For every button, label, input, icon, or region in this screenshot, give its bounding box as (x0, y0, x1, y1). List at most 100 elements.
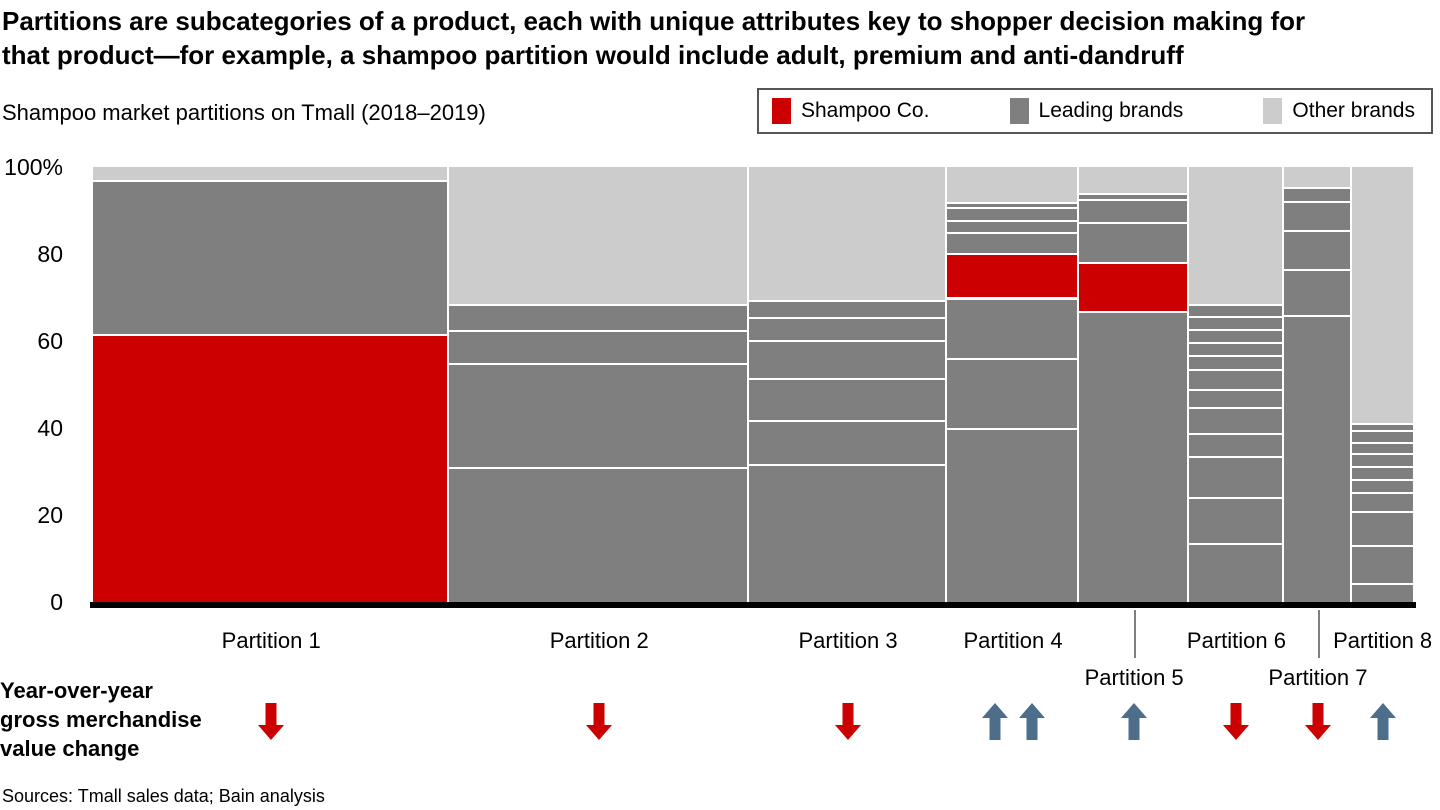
y-tick-100: 100% (4, 154, 63, 180)
segment-lead (93, 180, 448, 335)
segment-lead (1283, 230, 1351, 270)
segment-lead (1189, 455, 1282, 498)
yoy-arrow-up-partition-8 (1369, 703, 1396, 740)
segment-lead (947, 358, 1078, 428)
leader-line-partition-5 (1134, 610, 1136, 658)
segment-other (749, 167, 946, 300)
segment-lead (1352, 466, 1413, 480)
segment-other (449, 167, 748, 305)
legend-swatch-leading-brands (1009, 98, 1029, 124)
segment-lead (1352, 422, 1413, 431)
yoy-line-2: gross merchandise (0, 707, 202, 732)
yoy-arrow-up-partition-5 (1121, 703, 1148, 740)
segment-lead (749, 377, 946, 421)
yoy-arrow-up-partition-4 (1018, 703, 1045, 740)
yoy-arrow-down-partition-2 (586, 703, 613, 740)
segment-lead (947, 231, 1078, 254)
x-label-partition-7: Partition 7 (1268, 665, 1368, 690)
segment-lead (1352, 442, 1413, 454)
segment-lead (1189, 304, 1282, 317)
x-label-partition-1: Partition 1 (221, 628, 321, 653)
segment-lead (1189, 354, 1282, 369)
legend-swatch-shampoo-co (772, 98, 791, 124)
yoy-arrow-down-partition-1 (258, 703, 285, 740)
segment-lead (1079, 310, 1188, 602)
segment-lead (1189, 341, 1282, 355)
segment-lead (1352, 510, 1413, 546)
page-title: Partitions are subcategories of a produc… (2, 4, 1305, 72)
y-tick-60: 60 (37, 328, 63, 354)
segment-co (1079, 261, 1188, 311)
partition-column-1 (93, 167, 450, 602)
y-tick-80: 80 (37, 241, 63, 267)
title-line-2: that product—for example, a shampoo part… (2, 40, 1184, 70)
segment-other (1352, 167, 1413, 423)
segment-lead (449, 330, 748, 363)
partition-column-6 (1189, 167, 1284, 602)
chart-subtitle: Shampoo market partitions on Tmall (2018… (2, 100, 486, 125)
x-label-partition-2: Partition 2 (549, 628, 649, 653)
yoy-arrow-down-partition-6 (1223, 703, 1250, 740)
segment-lead (1189, 542, 1282, 602)
segment-lead (1283, 314, 1351, 602)
legend-label-other-brands: Other brands (1292, 99, 1415, 122)
segment-other (1283, 167, 1351, 187)
segment-lead (947, 428, 1078, 602)
legend-label-shampoo-co: Shampoo Co. (801, 99, 930, 122)
segment-other (947, 167, 1078, 202)
segment-lead (1352, 545, 1413, 583)
x-label-partition-6: Partition 6 (1186, 628, 1286, 653)
segment-co (947, 253, 1078, 298)
segment-lead (449, 304, 748, 331)
segment-lead (1189, 497, 1282, 543)
segment-lead (1352, 582, 1413, 602)
y-tick-0: 0 (50, 589, 63, 615)
segment-lead (1079, 221, 1188, 262)
title-line-1: Partitions are subcategories of a produc… (2, 6, 1306, 36)
x-label-partition-4: Partition 4 (963, 628, 1063, 653)
yoy-arrow-down-partition-3 (835, 703, 862, 740)
legend-swatch-other-brands (1263, 98, 1283, 124)
x-label-partition-3: Partition 3 (798, 628, 898, 653)
partition-column-2 (449, 167, 750, 602)
legend-item-leading-brands: Leading brands (1009, 98, 1184, 124)
legend: Shampoo Co. Leading brands Other brands (757, 88, 1433, 134)
segment-co (93, 334, 448, 602)
partition-column-5 (1079, 167, 1190, 602)
y-tick-40: 40 (37, 415, 63, 441)
segment-other (93, 167, 448, 181)
segment-lead (749, 464, 946, 602)
segment-lead (449, 362, 748, 468)
segment-lead (947, 207, 1078, 221)
partition-column-7 (1283, 167, 1353, 602)
segment-lead (1189, 432, 1282, 456)
legend-label-leading-brands: Leading brands (1038, 99, 1184, 122)
segment-lead (1189, 388, 1282, 408)
segment-lead (1283, 200, 1351, 231)
yoy-line-3: value change (0, 736, 140, 761)
legend-item-shampoo-co: Shampoo Co. (772, 98, 929, 124)
segment-lead (1352, 491, 1413, 511)
segment-lead (1352, 453, 1413, 467)
segment-lead (1189, 368, 1282, 389)
segment-other (1189, 167, 1282, 305)
segment-lead (749, 317, 946, 341)
yoy-gmv-label: Year-over-year gross merchandise value c… (0, 676, 202, 763)
segment-lead (1189, 328, 1282, 342)
segment-lead (947, 220, 1078, 232)
segment-lead (449, 467, 748, 602)
segment-lead (1352, 479, 1413, 492)
sources-note: Sources: Tmall sales data; Bain analysis (2, 786, 325, 806)
segment-lead (1079, 193, 1188, 200)
segment-lead (1079, 199, 1188, 222)
segment-lead (749, 340, 946, 378)
x-label-partition-5: Partition 5 (1084, 665, 1184, 690)
leader-line-partition-7 (1318, 610, 1320, 658)
y-tick-20: 20 (37, 502, 63, 528)
partition-column-4 (947, 167, 1080, 602)
segment-lead (1189, 407, 1282, 433)
segment-lead (1283, 269, 1351, 315)
yoy-line-1: Year-over-year (0, 678, 153, 703)
legend-item-other-brands: Other brands (1263, 98, 1415, 124)
